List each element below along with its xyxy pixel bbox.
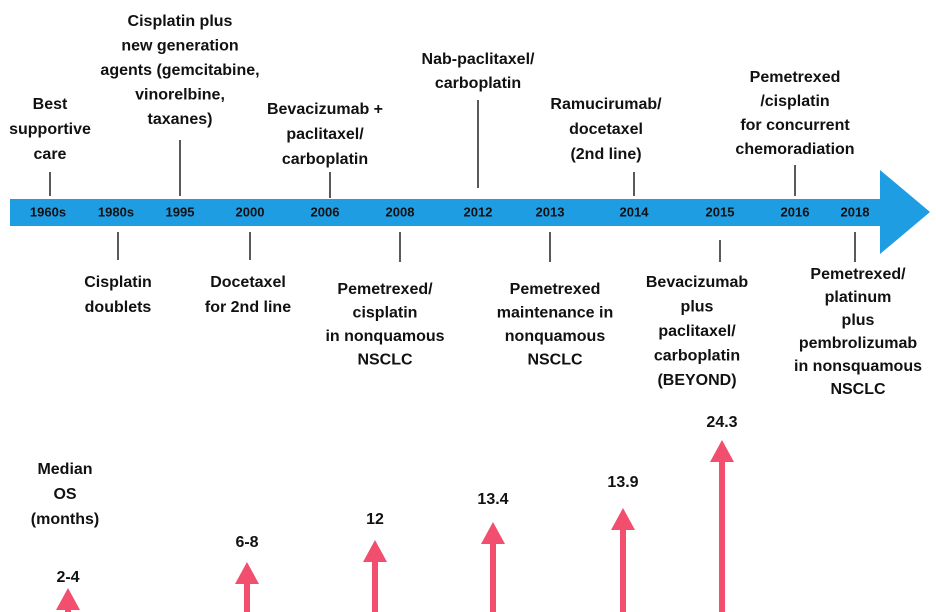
os-arrow [481, 522, 505, 612]
os-title: OS [53, 486, 76, 503]
event-text: carboplatin [282, 151, 368, 168]
os-title: Median [37, 461, 92, 478]
os-arrow [56, 588, 80, 612]
os-arrow [611, 508, 635, 612]
event-text: Docetaxel [210, 274, 286, 291]
os-title: (months) [31, 511, 99, 528]
event-text: NSCLC [527, 352, 583, 369]
year-label: 2000 [236, 204, 265, 219]
event-text: plus [681, 299, 714, 316]
event-text: paclitaxel/ [658, 323, 736, 340]
event-text: doublets [85, 299, 152, 316]
event-text: Pemetrexed [750, 69, 841, 86]
event-text: for concurrent [740, 117, 850, 134]
event-text: in nonsquamous [794, 358, 922, 375]
event-text: for 2nd line [205, 299, 291, 316]
event-text: maintenance in [497, 305, 613, 322]
year-label: 2014 [620, 204, 650, 219]
event-text: vinorelbine, [135, 87, 225, 104]
os-label: 6-8 [235, 534, 258, 551]
event-text: pembrolizumab [799, 335, 917, 352]
os-label: 13.4 [477, 491, 508, 508]
event-text: nonquamous [505, 328, 606, 345]
year-label: 2018 [841, 204, 870, 219]
event-text: agents (gemcitabine, [100, 62, 259, 79]
event-text: in nonquamous [325, 328, 444, 345]
os-label: 13.9 [607, 474, 638, 491]
year-label: 2006 [311, 204, 340, 219]
event-text: NSCLC [830, 381, 886, 398]
os-arrow [235, 562, 259, 612]
event-text: Bevacizumab [646, 274, 748, 291]
year-label: 2016 [781, 204, 810, 219]
year-label: 1980s [98, 204, 134, 219]
event-text: carboplatin [654, 348, 740, 365]
os-label: 2-4 [56, 569, 79, 586]
event-text: /cisplatin [760, 93, 829, 110]
event-text: Pemetrexed/ [337, 281, 433, 298]
event-text: (BEYOND) [657, 372, 736, 389]
event-text: taxanes) [148, 111, 213, 128]
year-label: 2013 [536, 204, 565, 219]
event-text: Bevacizumab + [267, 101, 383, 118]
event-text: (2nd line) [570, 146, 641, 163]
event-text: supportive [9, 121, 91, 138]
os-arrow [710, 440, 734, 612]
event-text: Pemetrexed [510, 281, 601, 298]
event-text: Ramucirumab/ [550, 96, 662, 113]
event-text: cisplatin [353, 305, 418, 322]
event-text: Cisplatin [84, 274, 152, 291]
event-text: Cisplatin plus [128, 13, 233, 30]
year-label: 2008 [386, 204, 415, 219]
os-label: 24.3 [706, 414, 737, 431]
year-label: 2012 [464, 204, 493, 219]
event-text: chemoradiation [735, 141, 854, 158]
event-text: plus [842, 312, 875, 329]
event-text: care [34, 146, 67, 163]
event-text: Best [33, 96, 68, 113]
year-label: 1995 [166, 204, 195, 219]
event-text: platinum [825, 289, 892, 306]
event-text: docetaxel [569, 121, 643, 138]
os-arrow [363, 540, 387, 612]
event-text: new generation [121, 38, 238, 55]
event-text: Pemetrexed/ [810, 266, 906, 283]
event-text: carboplatin [435, 75, 521, 92]
year-label: 1960s [30, 204, 66, 219]
os-label: 12 [366, 511, 384, 528]
event-text: paclitaxel/ [286, 126, 364, 143]
event-text: NSCLC [357, 352, 413, 369]
event-text: Nab-paclitaxel/ [422, 51, 535, 68]
timeline-bar [10, 170, 930, 254]
year-label: 2015 [706, 204, 735, 219]
